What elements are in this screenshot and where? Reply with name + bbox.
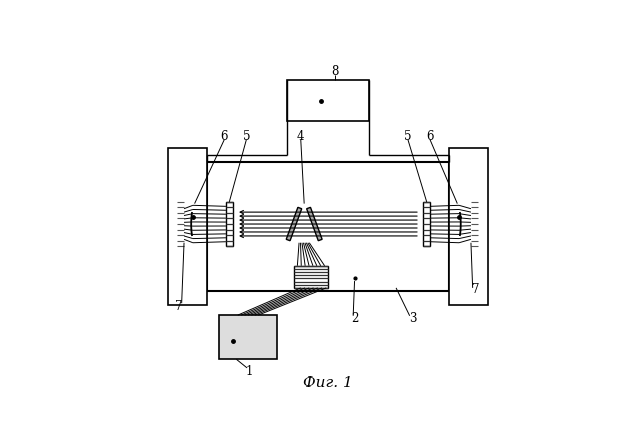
- Text: Фиг. 1: Фиг. 1: [303, 376, 353, 390]
- Text: 7: 7: [472, 283, 480, 296]
- Bar: [168, 149, 207, 305]
- Text: 3: 3: [410, 312, 417, 325]
- Bar: [449, 149, 488, 305]
- Bar: [471, 202, 479, 246]
- Bar: [423, 202, 430, 246]
- Text: 6: 6: [426, 130, 434, 143]
- Bar: [177, 202, 184, 246]
- Bar: [226, 202, 233, 246]
- Bar: [294, 266, 328, 288]
- Bar: [207, 162, 449, 291]
- Text: 7: 7: [175, 300, 182, 313]
- Text: 1: 1: [246, 365, 253, 378]
- Text: 8: 8: [331, 65, 339, 78]
- Text: 4: 4: [297, 130, 305, 143]
- Bar: [219, 315, 277, 359]
- Text: 5: 5: [404, 130, 412, 143]
- Text: 2: 2: [351, 312, 359, 325]
- Polygon shape: [307, 207, 322, 241]
- Bar: [287, 80, 369, 121]
- Text: 5: 5: [243, 130, 250, 143]
- Polygon shape: [286, 207, 301, 241]
- Text: 6: 6: [220, 130, 228, 143]
